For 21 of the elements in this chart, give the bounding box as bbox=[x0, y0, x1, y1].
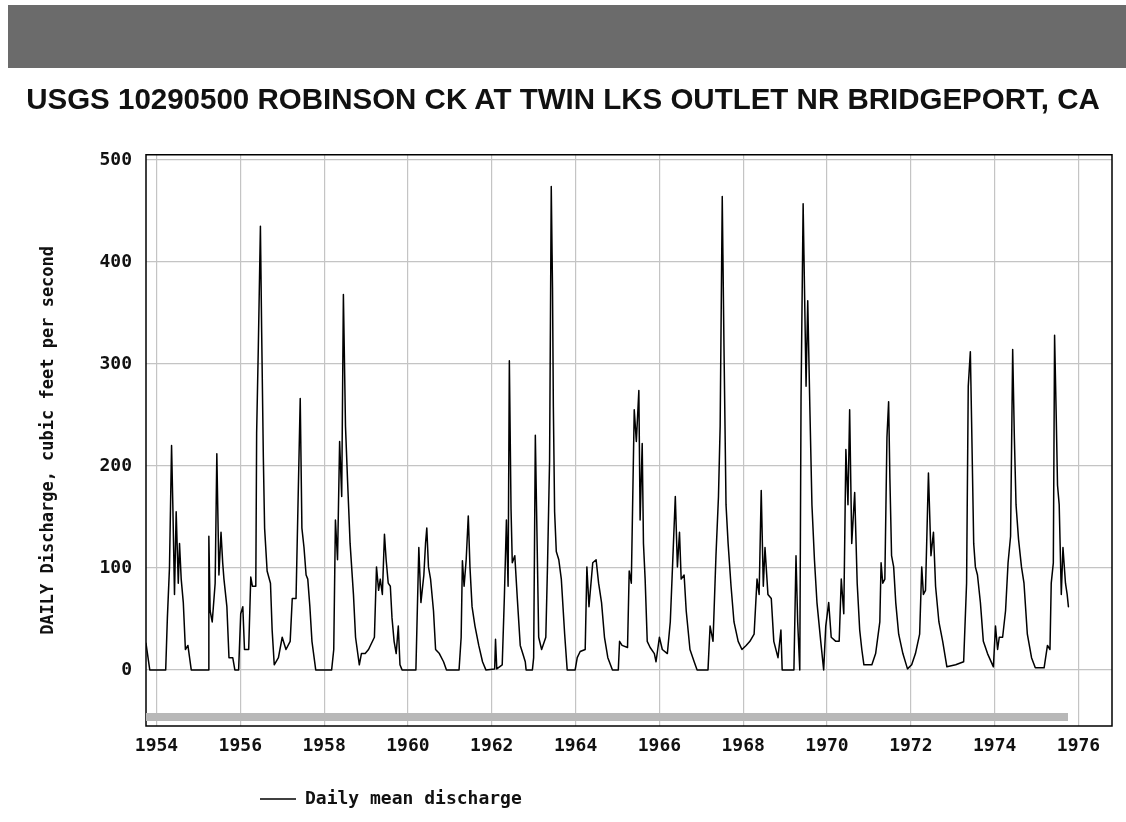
x-tick-label: 1956 bbox=[218, 734, 262, 756]
x-tick-label: 1970 bbox=[805, 734, 849, 756]
x-tick-label: 1958 bbox=[302, 734, 346, 756]
y-axis-title: DAILY Discharge, cubic feet per second bbox=[36, 245, 57, 635]
x-tick-label: 1966 bbox=[637, 734, 682, 756]
y-tick-label: 100 bbox=[99, 555, 132, 577]
x-tick-label: 1974 bbox=[972, 734, 1017, 756]
x-tick-label: 1964 bbox=[553, 734, 598, 756]
x-tick-label: 1960 bbox=[386, 734, 430, 756]
x-tick-label: 1954 bbox=[134, 734, 179, 756]
y-tick-label: 400 bbox=[99, 249, 132, 271]
x-tick-label: 1968 bbox=[721, 734, 765, 756]
y-tick-label: 0 bbox=[121, 657, 132, 679]
x-tick-label: 1976 bbox=[1056, 734, 1101, 756]
legend-label: Daily mean discharge bbox=[305, 786, 522, 808]
chart-title: USGS 10290500 ROBINSON CK AT TWIN LKS OUTLET NR BRIDGEPORT, CA bbox=[25, 82, 1101, 116]
y-tick-label: 500 bbox=[99, 147, 132, 169]
y-tick-label: 300 bbox=[99, 351, 132, 373]
x-tick-label: 1962 bbox=[470, 734, 514, 756]
y-tick-label: 200 bbox=[99, 453, 132, 475]
x-tick-label: 1972 bbox=[889, 734, 933, 756]
